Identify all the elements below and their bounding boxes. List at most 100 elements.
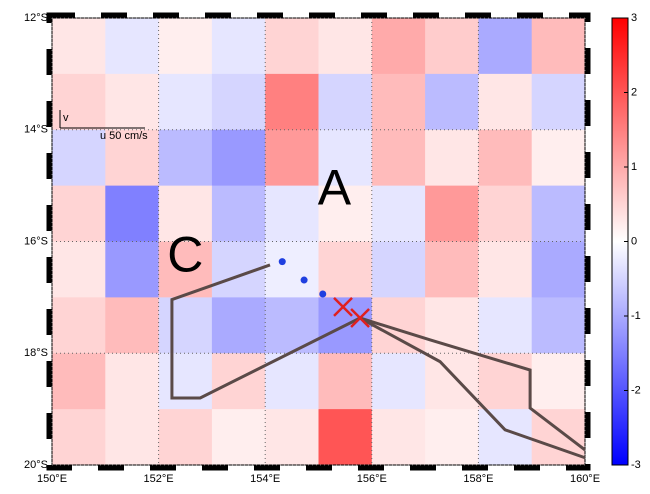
field-cell (318, 129, 373, 187)
field-cell (158, 185, 213, 242)
field-cell (478, 185, 533, 242)
colorbar-tick-label: 0 (631, 235, 637, 247)
field-cell (265, 73, 319, 131)
y-tick-label: 12°S (24, 12, 48, 24)
field-cell (478, 129, 533, 187)
colorbar-tick-label: 2 (631, 86, 637, 98)
x-tick-label: 152°E (144, 473, 174, 485)
field-cell (531, 297, 586, 354)
field-cell (531, 18, 586, 75)
field-cell (371, 73, 426, 131)
field-cell (52, 73, 106, 131)
y-tick-label: 14°S (24, 124, 48, 136)
field-cell (425, 129, 479, 187)
field-cell (265, 18, 319, 75)
field-cell (425, 353, 479, 410)
field-cell (158, 353, 213, 410)
field-cell (371, 409, 426, 466)
y-tick-label: 18°S (24, 347, 48, 359)
field-cell (211, 353, 266, 410)
field-cell (158, 73, 213, 131)
field-cell (105, 73, 160, 131)
field-cell (265, 185, 319, 242)
field-cell (478, 18, 533, 75)
field-cell (425, 18, 479, 75)
field-cell (478, 73, 533, 131)
field-cell (52, 409, 106, 466)
x-tick-label: 150°E (37, 473, 67, 485)
overlay: 150°E 152°E 154°E 156°E 158°E 160°E 12°S 14°S 16… (24, 12, 600, 485)
station-dot (319, 290, 327, 298)
field-cell (425, 241, 479, 298)
y-tick-label: 16°S (24, 235, 48, 247)
x-tick-label: 154°E (250, 473, 280, 485)
colorbar-tick-label: -2 (631, 384, 641, 396)
field-cell (52, 18, 106, 75)
x-tick-label: 156°E (357, 473, 387, 485)
field-cell (211, 409, 266, 466)
eddy-label: A (318, 159, 352, 215)
field (52, 18, 586, 466)
field-cell (478, 241, 533, 298)
station-dot (278, 258, 286, 266)
field-cell (478, 297, 533, 354)
field-cell (371, 18, 426, 75)
eddy-label: C (167, 226, 203, 282)
x-tick-label: 158°E (463, 473, 493, 485)
field-cell (105, 241, 160, 298)
colorbar-tick-label: -1 (631, 310, 641, 322)
field-cell (105, 185, 160, 242)
colorbar-tick-label: 1 (631, 161, 637, 173)
field-cell (211, 297, 266, 354)
field-cell (318, 409, 373, 466)
field-cell (265, 297, 319, 354)
field-cell (105, 353, 160, 410)
field-cell (425, 73, 479, 131)
y-tick-label: 20°S (24, 459, 48, 471)
field-cell (265, 241, 319, 298)
field-cell (425, 409, 479, 466)
field-cell (425, 185, 479, 242)
reference-v-label: v (63, 112, 69, 124)
field-cell (52, 353, 106, 410)
track (359, 316, 586, 460)
field-cell (265, 409, 319, 466)
field-cell (318, 185, 373, 242)
field-cell (105, 297, 160, 354)
field-cell (52, 129, 106, 187)
field-cell (52, 241, 106, 298)
field-cell (211, 18, 266, 75)
reference-u-label: u 50 cm/s (100, 130, 148, 142)
field-cell (211, 185, 266, 242)
cross-marker (350, 308, 370, 328)
field-cell (531, 409, 586, 466)
field-cell (531, 129, 586, 187)
field-cell (371, 353, 426, 410)
field-cell (158, 129, 213, 187)
field-cell (211, 129, 266, 187)
field-cell (531, 73, 586, 131)
frame-bars (46, 12, 591, 471)
field-cell (105, 129, 160, 187)
field-cell (371, 185, 426, 242)
field-cell (265, 129, 319, 187)
field-cell (105, 18, 160, 75)
field-cell (531, 353, 586, 410)
field-cell (531, 185, 586, 242)
field-cell (158, 409, 213, 466)
field-cell (158, 297, 213, 354)
field-cell (531, 241, 586, 298)
cross-marker (333, 296, 353, 317)
field-cell (318, 18, 373, 75)
field-cell (371, 129, 426, 187)
colorbar-tick-label: 3 (631, 12, 637, 24)
field-cell (105, 409, 160, 466)
field-cell (52, 185, 106, 242)
station-dot (300, 276, 308, 284)
field-cell (318, 353, 373, 410)
colorbar-tick-label: -3 (631, 459, 641, 471)
field-cell (52, 297, 106, 354)
field-cell (158, 18, 213, 75)
field-cell (371, 241, 426, 298)
